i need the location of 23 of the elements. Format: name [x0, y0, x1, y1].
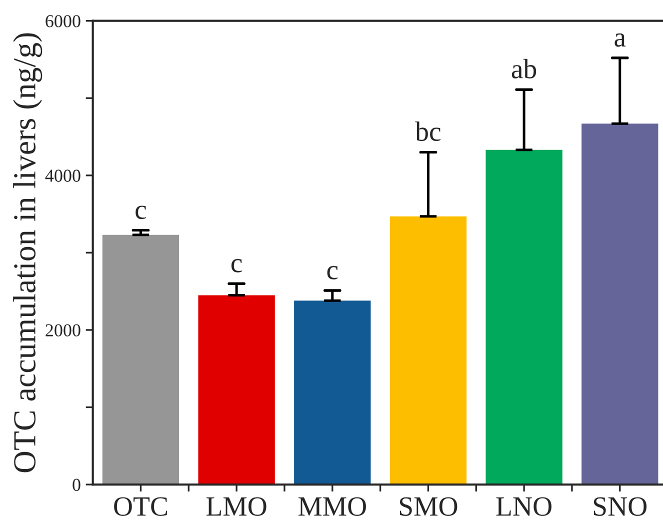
y-axis-title: OTC accumulation in livers (ng/g) [13, 33, 42, 472]
y-tick-label: 2000 [46, 324, 80, 336]
x-tick-label: MMO [298, 497, 366, 516]
bar [198, 295, 275, 485]
bar [582, 124, 658, 485]
y-tick-label: 0 [72, 478, 80, 491]
y-tick-label: 4000 [45, 170, 80, 182]
x-tick-label: LNO [496, 497, 552, 516]
bar [486, 150, 562, 485]
annotation: c [231, 259, 242, 272]
x-tick-label: SNO [594, 497, 647, 516]
annotation: bc [415, 121, 440, 142]
x-tick-label: LMO [206, 497, 266, 516]
annotation: ab [512, 58, 536, 78]
annotation: c [136, 206, 146, 220]
bar [294, 300, 371, 485]
bar [102, 234, 180, 485]
x-tick-label: OTC [114, 497, 167, 516]
annotation: a [614, 33, 626, 47]
y-tick-label: 6000 [46, 15, 80, 28]
x-tick-label: SMO [400, 497, 458, 516]
bar [390, 216, 467, 485]
annotation: c [327, 266, 338, 280]
